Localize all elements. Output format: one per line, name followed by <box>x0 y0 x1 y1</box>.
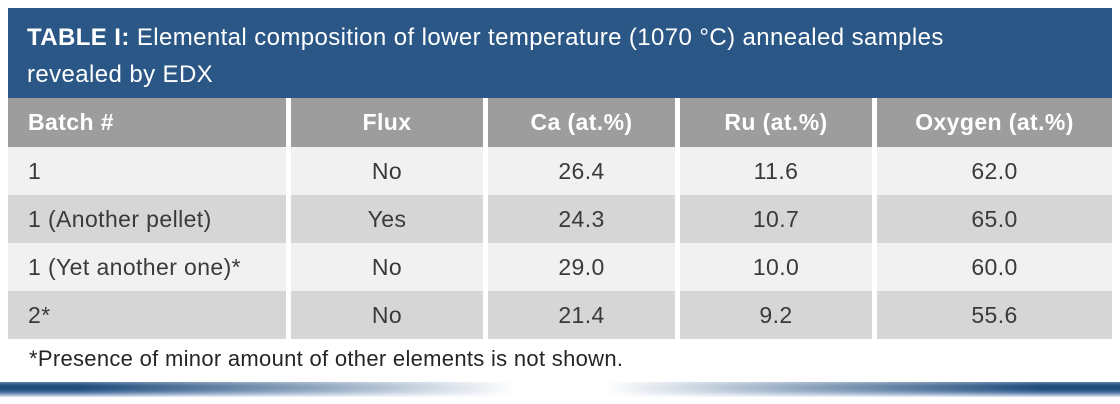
cell-ru: 11.6 <box>675 147 872 195</box>
cell-oxygen: 60.0 <box>872 243 1112 291</box>
column-header-batch: Batch # <box>8 98 286 147</box>
cell-oxygen: 65.0 <box>872 195 1112 243</box>
cell-ca: 21.4 <box>483 291 675 339</box>
cell-batch: 1 (Yet another one)* <box>8 243 286 291</box>
cell-ca: 29.0 <box>483 243 675 291</box>
table-number-label: TABLE I: <box>27 24 130 51</box>
cell-ru: 9.2 <box>675 291 872 339</box>
column-header-ca: Ca (at.%) <box>483 98 675 147</box>
cell-batch: 1 <box>8 147 286 195</box>
table-row: 1 (Another pellet) Yes 24.3 10.7 65.0 <box>8 195 1112 243</box>
cell-batch: 1 (Another pellet) <box>8 195 286 243</box>
table-header-row: Batch # Flux Ca (at.%) Ru (at.%) Oxygen … <box>8 98 1112 147</box>
table-row: 2* No 21.4 9.2 55.6 <box>8 291 1112 339</box>
cell-flux: Yes <box>286 195 483 243</box>
cell-oxygen: 55.6 <box>872 291 1112 339</box>
table-figure: TABLE I: Elemental composition of lower … <box>0 8 1120 397</box>
cell-oxygen: 62.0 <box>872 147 1112 195</box>
table-title-bar: TABLE I: Elemental composition of lower … <box>8 8 1112 98</box>
table-caption-line2: revealed by EDX <box>27 61 214 88</box>
table-caption-line1: Elemental composition of lower temperatu… <box>136 24 944 51</box>
cell-flux: No <box>286 243 483 291</box>
cell-flux: No <box>286 291 483 339</box>
table-row: 1 No 26.4 11.6 62.0 <box>8 147 1112 195</box>
cell-ru: 10.7 <box>675 195 872 243</box>
column-header-flux: Flux <box>286 98 483 147</box>
bottom-gradient-bar <box>0 382 1120 397</box>
table-footnote: *Presence of minor amount of other eleme… <box>8 339 1112 379</box>
cell-flux: No <box>286 147 483 195</box>
cell-batch: 2* <box>8 291 286 339</box>
cell-ca: 26.4 <box>483 147 675 195</box>
table-row: 1 (Yet another one)* No 29.0 10.0 60.0 <box>8 243 1112 291</box>
column-header-ru: Ru (at.%) <box>675 98 872 147</box>
cell-ru: 10.0 <box>675 243 872 291</box>
column-header-oxygen: Oxygen (at.%) <box>872 98 1112 147</box>
cell-ca: 24.3 <box>483 195 675 243</box>
